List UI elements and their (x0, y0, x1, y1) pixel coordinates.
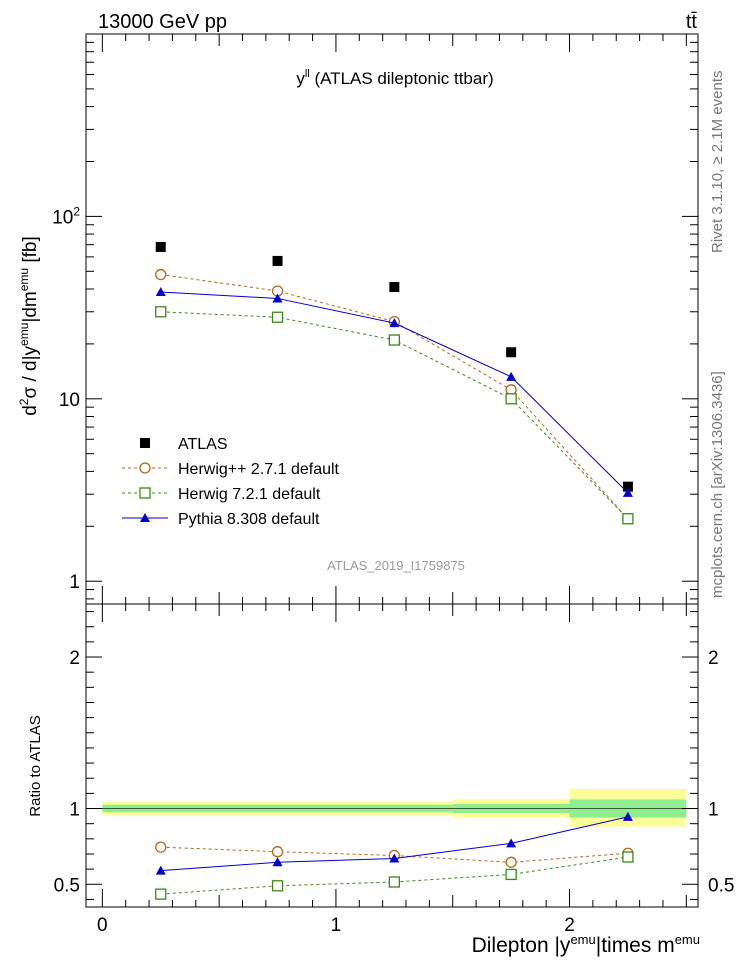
ratio-line-pythia (160, 816, 629, 872)
ratio-y-tick-label: 0.5 (54, 875, 80, 896)
ratio-x-tick-labels: 0 1 2 (97, 915, 575, 936)
ratio-point-herwig7 (622, 851, 634, 863)
plot-title: yll (ATLAS dileptonic ttbar) (296, 68, 493, 88)
main-point-atlas (272, 255, 283, 266)
legend-item: Pythia 8.308 default (122, 511, 320, 528)
legend-label: Herwig 7.2.1 default (178, 486, 321, 503)
header-left: 13000 GeV pp (98, 11, 227, 33)
ratio-y-tick-labels: 0.5 0.5 1 1 2 2 (54, 648, 735, 896)
ratio-point-pythia (622, 811, 633, 821)
watermark: ATLAS_2019_I1759875 (327, 558, 465, 573)
legend-label: Pythia 8.308 default (178, 511, 320, 528)
legend-marker (139, 462, 151, 474)
ratio-series (155, 811, 634, 900)
main-point-herwig_pp (155, 268, 167, 281)
ratio-y-tick-label: 2 (69, 648, 80, 669)
main-y-tick-label: 1 (69, 572, 80, 593)
main-point-herwig7 (155, 306, 167, 318)
main-y-ticks (86, 33, 698, 600)
ratio-point-pythia (272, 857, 283, 867)
main-point-pythia (389, 318, 400, 328)
rivet-label: Rivet 3.1.10, ≥ 2.1M events (709, 71, 726, 254)
ratio-point-pythia (506, 838, 517, 848)
ratio-point-pythia (155, 865, 166, 875)
x-axis-label: Dilepton |yemu|times memu (472, 932, 700, 957)
legend-label: ATLAS (178, 436, 228, 453)
main-y-tick-labels: 1 10 102 (52, 204, 80, 593)
ratio-point-herwig_pp (155, 841, 167, 853)
plot-title-rest: (ATLAS dileptonic ttbar) (310, 69, 494, 88)
x-tick-label: 1 (331, 915, 342, 936)
ratio-point-herwig7 (155, 888, 167, 900)
ratio-point-herwig_pp (505, 856, 517, 868)
ratio-frame (85, 603, 699, 908)
legend-marker (140, 438, 150, 448)
ratio-y-axis-label: Ratio to ATLAS (27, 715, 44, 816)
main-point-herwig7 (622, 513, 634, 525)
x-tick-label: 2 (564, 915, 575, 936)
ratio-y-ticks (86, 611, 698, 900)
legend-marker (139, 487, 151, 499)
plot-title-sup: ll (305, 68, 310, 80)
main-point-herwig7 (505, 393, 517, 405)
ratio-x-ticks (101, 604, 687, 907)
main-point-pythia (506, 371, 517, 381)
main-point-pythia (272, 293, 283, 303)
ratio-point-pythia (389, 853, 400, 863)
main-point-atlas (389, 282, 400, 293)
header-right: tt̄ (686, 11, 698, 33)
legend: ATLAS Herwig++ 2.7.1 default Herwig 7.2.1 … (122, 436, 340, 528)
main-y-tick-label: 10 (59, 390, 80, 411)
legend-marker (140, 513, 150, 522)
mcplots-label: mcplots.cern.ch [arXiv:1306.3436] (709, 371, 726, 598)
legend-item: Herwig++ 2.7.1 default (122, 461, 340, 478)
ratio-bands (86, 788, 698, 827)
main-y-axis-label: d2σ / d|yemu|dmemu [fb] (17, 236, 41, 416)
main-point-herwig7 (388, 334, 400, 346)
main-point-atlas (622, 481, 633, 492)
main-x-ticks (101, 34, 687, 604)
legend-item: Herwig 7.2.1 default (122, 486, 321, 503)
ratio-y-tick-label-right: 0.5 (708, 875, 734, 896)
ratio-point-herwig7 (388, 876, 400, 888)
main-point-pythia (622, 487, 633, 497)
main-point-pythia (155, 287, 166, 297)
main-panel: 1 10 102 yll (ATLAS dileptonic ttbar) ATLA… (17, 33, 699, 605)
main-point-atlas (155, 241, 166, 252)
ratio-point-herwig_pp (271, 846, 284, 858)
main-series (155, 241, 634, 525)
ratio-y-tick-label-right: 2 (708, 648, 719, 669)
main-point-atlas (506, 347, 517, 358)
main-ylabel-text: d2σ / d|yemu|dmemu [fb] (17, 236, 41, 416)
main-y-tick-label: 102 (52, 204, 80, 228)
main-line-herwig_pp (160, 274, 629, 520)
plot-title-y: y (296, 69, 305, 88)
ratio-point-herwig7 (505, 868, 517, 881)
ratio-y-tick-label-right: 1 (708, 800, 719, 821)
main-point-herwig7 (271, 311, 284, 323)
ratio-point-herwig7 (271, 880, 284, 892)
ratio-line-herwig7 (160, 856, 628, 895)
legend-label: Herwig++ 2.7.1 default (178, 461, 340, 478)
ratio-panel: 0.5 0.5 1 1 2 2 0 1 2 Ratio to ATLAS Dilepton |… (27, 603, 735, 957)
legend-item: ATLAS (140, 436, 228, 453)
ratio-y-tick-label: 1 (69, 800, 80, 821)
x-tick-label: 0 (97, 915, 108, 936)
